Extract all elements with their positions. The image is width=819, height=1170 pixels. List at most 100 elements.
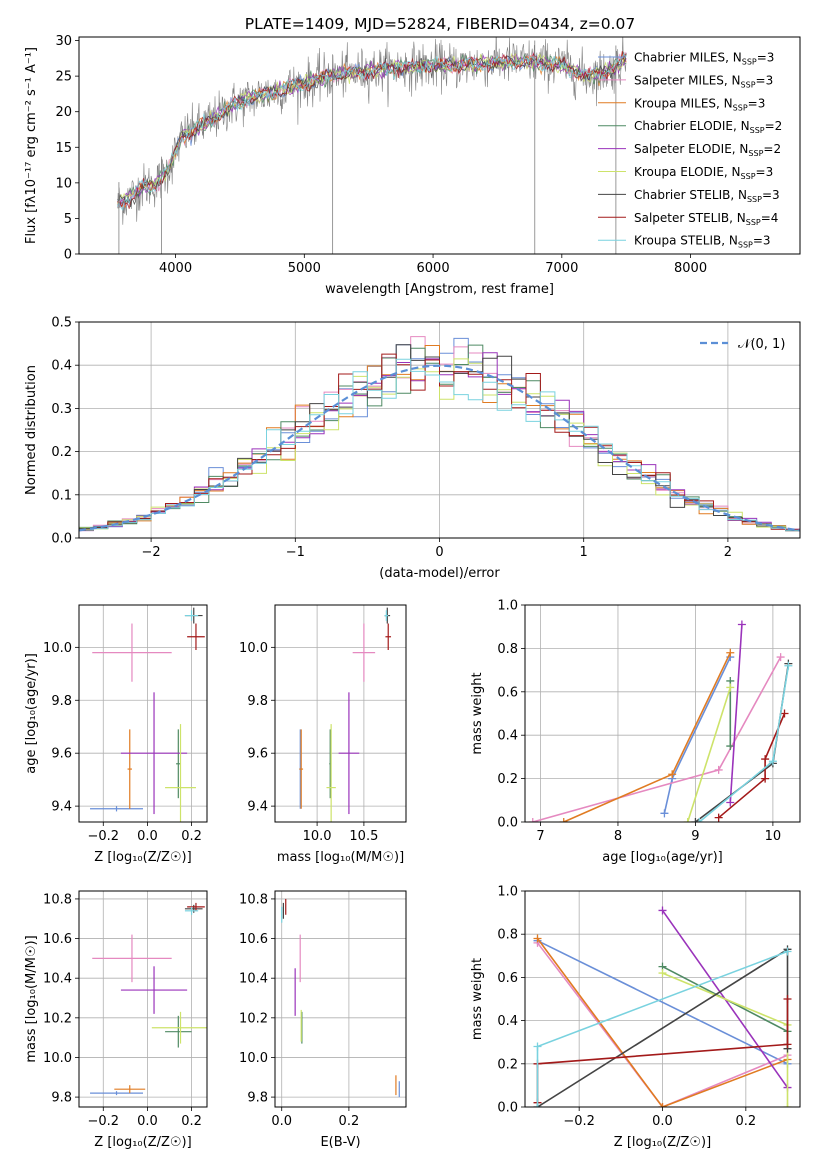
errorbar-point	[299, 729, 304, 809]
weight-series-line	[563, 652, 732, 822]
y-tick-label: 0.2	[497, 1057, 518, 1072]
axes-frame	[274, 890, 407, 1108]
y-tick-label: 20	[55, 105, 72, 120]
x-tick-label: −0.2	[87, 1114, 119, 1129]
y-tick-label: 10.0	[239, 641, 268, 656]
x-axis-label: Z [log₁₀(Z/Z☉)]	[94, 850, 191, 865]
y-tick-label: 30	[55, 34, 72, 49]
model-spectrum-line	[117, 53, 627, 208]
x-axis-label: Z [log₁₀(Z/Z☉)]	[614, 1135, 711, 1150]
y-tick-label: 9.4	[51, 800, 72, 815]
legend-entry: Kroupa ELODIE, NSSP=3	[634, 165, 773, 181]
x-axis-label: wavelength [Angstrom, rest frame]	[325, 282, 554, 297]
panel-4: 10.0 10.5 9.4 9.6 9.8 10.0 mass [log₁₀(M/M☉)]	[239, 604, 407, 865]
weight-series	[528, 653, 785, 822]
y-tick-label: 9.6	[247, 747, 268, 762]
model-spectrum-line	[117, 53, 627, 208]
y-tick-label: 1.0	[497, 599, 518, 614]
plus-marker	[726, 648, 735, 657]
x-tick-label: −0.2	[563, 1114, 595, 1129]
weight-series	[533, 947, 792, 1107]
plus-marker	[783, 1103, 792, 1107]
x-tick-label: 0	[435, 545, 443, 560]
plus-marker	[776, 653, 785, 662]
y-tick-label: 5	[64, 212, 72, 227]
y-tick-label: 10.4	[43, 972, 72, 987]
x-axis-label: age [log₁₀(age/yr)]	[602, 850, 723, 865]
errorbar-point	[385, 623, 392, 650]
data-spectrum-line	[117, 37, 627, 225]
y-tick-label: 9.4	[247, 800, 268, 815]
plot-content	[90, 902, 207, 1096]
errorbar-point	[352, 623, 376, 682]
x-tick-label: 10	[765, 829, 782, 844]
errorbar-point	[92, 934, 172, 983]
y-tick-label: 10.4	[239, 972, 268, 987]
y-tick-label: 10.8	[43, 892, 72, 907]
x-axis-label: (data-model)/error	[379, 566, 500, 581]
y-tick-label: 25	[55, 70, 72, 85]
weight-series-line	[718, 713, 786, 819]
plus-marker	[714, 813, 723, 822]
axes: −2 −1 0 1 2 0.0 0.1 0.2 0.3 0.4 0.5 (data-model)/er…	[24, 316, 801, 581]
panel-1: 4000 5000 6000 7000 8000 0 5 10 15 20 25 30 waveleng…	[24, 34, 801, 297]
plus-marker	[658, 906, 667, 915]
plus-marker	[533, 1103, 542, 1107]
x-tick-label: 6000	[417, 261, 450, 276]
grid	[275, 605, 406, 822]
plot-content	[90, 607, 205, 822]
panel-6: −0.2 0.0 0.2 9.8 10.0 10.2 10.4 10.6 10.8 Z [log₁…	[24, 890, 208, 1150]
y-tick-label: 0.4	[497, 1014, 518, 1029]
y-tick-label: 0.5	[51, 316, 72, 331]
weight-series	[691, 659, 793, 822]
x-tick-label: 10.0	[303, 829, 332, 844]
y-axis-label: age [log₁₀(age/yr)]	[24, 653, 39, 774]
errorbar-point	[127, 729, 132, 809]
weight-series-line	[536, 938, 788, 1107]
weight-series-line	[686, 687, 732, 822]
y-tick-label: 0	[64, 248, 72, 263]
plot-content	[281, 898, 400, 1098]
x-axis-label: mass [log₁₀(M/M☉)]	[277, 850, 404, 865]
axes: 0.0 0.2 9.8 10.0 10.2 10.4 10.6 10.8 E(B-V)	[239, 890, 407, 1150]
x-tick-label: 1	[580, 545, 588, 560]
axes: 7 8 9 10 0.0 0.2 0.4 0.6 0.8 1.0 age [log₁₀(age/yr…	[470, 599, 801, 865]
weight-series	[726, 620, 746, 807]
errorbar-point	[384, 610, 389, 621]
plus-marker	[658, 969, 667, 978]
plus-marker	[533, 934, 542, 943]
plus-marker	[726, 683, 735, 692]
y-tick-label: 0.6	[497, 685, 518, 700]
y-tick-label: 0.2	[497, 772, 518, 787]
plus-marker	[761, 755, 770, 764]
plus-marker	[695, 818, 704, 822]
weight-series	[683, 683, 735, 822]
legend-entry: Kroupa MILES, NSSP=3	[634, 96, 765, 112]
plot-content	[299, 607, 392, 822]
legend-entry: Chabrier MILES, NSSP=3	[634, 51, 774, 67]
errorbar-point	[187, 902, 205, 911]
plus-marker	[691, 818, 700, 822]
weight-series	[658, 969, 792, 1107]
axes: 4000 5000 6000 7000 8000 0 5 10 15 20 25 30 waveleng…	[24, 34, 801, 297]
y-tick-label: 10.2	[239, 1011, 268, 1026]
y-tick-label: 0.4	[497, 729, 518, 744]
grid	[79, 891, 207, 1107]
legend: 𝒩(0, 1)	[700, 337, 785, 352]
model-spectrum-line	[117, 53, 627, 211]
panel-5: 7 8 9 10 0.0 0.2 0.4 0.6 0.8 1.0 age [log₁₀(age/yr…	[470, 599, 801, 865]
grid	[79, 605, 207, 822]
model-spectrum-line	[117, 51, 627, 209]
x-tick-label: 9	[691, 829, 699, 844]
errorbar-point	[176, 729, 181, 799]
errorbar-point	[120, 966, 188, 1014]
plot-content	[528, 620, 793, 822]
y-tick-label: 0.6	[497, 971, 518, 986]
y-tick-label: 0.0	[497, 1101, 518, 1116]
legend-entry: Chabrier STELIB, NSSP=3	[634, 188, 780, 204]
plus-marker	[737, 620, 746, 629]
x-tick-label: −2	[142, 545, 161, 560]
plus-marker	[783, 947, 792, 956]
plus-marker	[761, 774, 770, 783]
plot-content	[533, 906, 792, 1107]
